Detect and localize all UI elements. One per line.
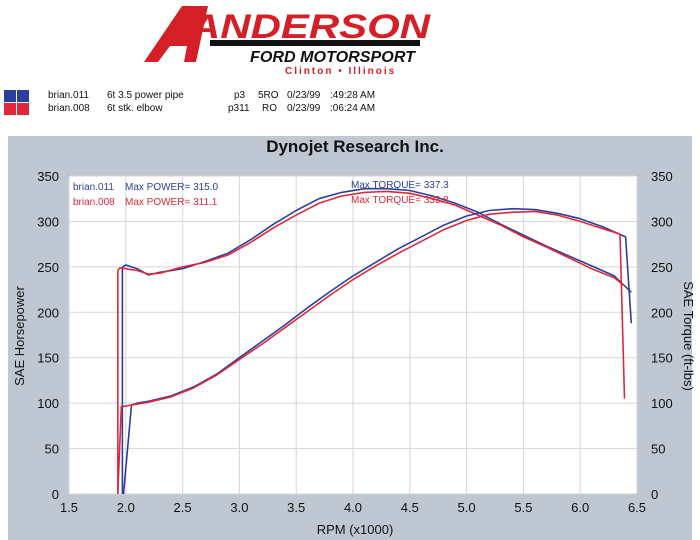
x-tick-label: 3.5 [287,500,305,515]
x-tick-label: 5.5 [514,500,532,515]
run-2-code2: RO [262,103,277,114]
legend-swatch-red [4,103,16,115]
legend-row-run-1: brian.011 6t 3.5 power pipe p3 5RO 0/23/… [0,90,700,104]
y-tick-label-right: 300 [651,214,673,229]
y-tick-label-left: 150 [37,351,59,366]
annotation-run-label: brian.011 [73,182,114,193]
y-tick-label-left: 100 [37,396,59,411]
logo-underline-bar [210,40,420,46]
run-2-file: brian.008 [48,103,90,114]
run-1-code2: 5RO [258,90,279,101]
anderson-logo: ANDERSON FORD MOTORSPORT Clinton • Illin… [144,6,432,77]
run-1-code1: p3 [234,90,246,101]
y-tick-label-left: 350 [37,169,59,184]
run-1-file: brian.011 [48,90,89,101]
dyno-chart: Dynojet Research Inc. 0 50 100 150 200 250 300… [8,136,696,540]
legend-row-run-2: brian.008 6t stk. elbow p311 RO 0/23/99 … [0,103,700,117]
legend-swatch-blue-2 [17,90,29,102]
x-tick-label: 6.0 [571,500,589,515]
y-tick-label-left: 200 [37,305,59,320]
x-tick-label: 2.5 [174,500,192,515]
x-tick-label: 4.0 [344,500,362,515]
logo-subbrand-text: FORD MOTORSPORT [250,49,416,66]
annotation-max-power: Max POWER= 311.1 [125,197,218,208]
y-tick-label-right: 50 [651,442,665,457]
x-axis-label: RPM (x1000) [317,522,394,537]
y-axis-left-ticks: 0 50 100 150 200 250 300 350 [37,169,59,502]
y-axis-right-ticks: 0 50 100 150 200 250 300 350 [651,169,673,502]
logo-a-swoosh [144,6,208,62]
x-axis-ticks: 1.5 2.0 2.5 3.0 3.5 4.0 4.5 5.0 5.5 6.0 6.5 [60,500,646,515]
legend-swatch-blue [4,90,16,102]
run-2-desc: 6t stk. elbow [107,103,163,114]
run-1-time: :49:28 AM [330,90,376,101]
run-2-time: :06:24 AM [330,103,376,114]
run-1-desc: 6t 3.5 power pipe [107,90,184,101]
y-tick-label-right: 200 [651,305,673,320]
y-tick-label-left: 50 [45,442,59,457]
x-tick-label: 4.5 [401,500,419,515]
x-tick-label: 5.0 [458,500,476,515]
series-line-brian-008-torque [117,190,625,287]
run-1-date: 0/23/99 [287,90,321,101]
annotations: brian.011 Max POWER= 315.0 brian.008 Max PO… [73,180,449,208]
y-tick-label-left: 250 [37,260,59,275]
run-legend: brian.011 6t 3.5 power pipe p3 5RO 0/23/… [0,86,700,122]
run-2-date: 0/23/99 [287,103,321,114]
y-tick-label-left: 0 [52,487,59,502]
series-line-brian-011-horsepower [122,207,633,495]
annotation-max-torque: Max TORQUE= 333.8 [351,195,449,206]
y-tick-label-right: 100 [651,396,673,411]
logo-location-text: Clinton • Illinois [285,66,396,77]
x-tick-label: 6.5 [628,500,646,515]
series-lines [117,187,633,495]
series-line-brian-008-horsepower [117,210,626,495]
annotation-max-torque: Max TORQUE= 337.3 [351,180,449,191]
chart-title: Dynojet Research Inc. [266,137,444,156]
y-tick-label-right: 350 [651,169,673,184]
x-tick-label: 1.5 [60,500,78,515]
x-tick-label: 2.0 [117,500,135,515]
annotation-run-label: brian.008 [73,197,115,208]
y-axis-label-left: SAE Horsepower [12,285,27,385]
grid-lines [68,175,638,495]
y-tick-label-right: 250 [651,260,673,275]
y-axis-label-right: SAE Torque (ft-lbs) [681,281,696,391]
legend-swatch-red-2 [17,103,29,115]
x-tick-label: 3.0 [230,500,248,515]
y-tick-label-right: 0 [651,487,658,502]
y-tick-label-right: 150 [651,351,673,366]
run-2-code1: p311 [228,103,250,114]
annotation-max-power: Max POWER= 315.0 [125,182,219,193]
logo-brand-text: ANDERSON [189,8,432,46]
y-tick-label-left: 300 [37,214,59,229]
